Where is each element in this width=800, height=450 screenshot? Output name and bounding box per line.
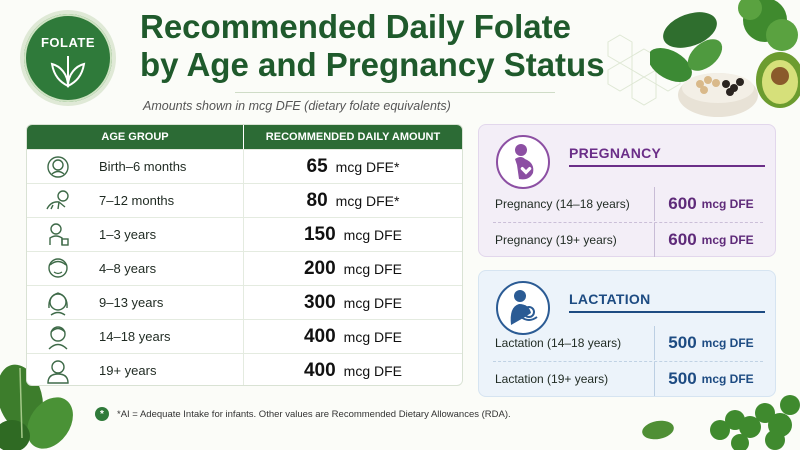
- pregnancy-row: Pregnancy (19+ years) 600 mcg DFE: [489, 223, 767, 257]
- age-label: 19+ years: [99, 363, 157, 378]
- table-row: Birth–6 months 65 mcg DFE*: [27, 149, 462, 183]
- row-divider: [493, 361, 763, 362]
- adult-icon: [35, 358, 81, 384]
- amount-unit: mcg DFE*: [335, 158, 400, 175]
- lactation-row-label: Lactation (14–18 years): [495, 336, 622, 350]
- age-label: Birth–6 months: [99, 159, 187, 174]
- badge-ring: [24, 14, 112, 102]
- amount-unit: mcg DFE*: [335, 192, 400, 209]
- pregnancy-row-label: Pregnancy (19+ years): [495, 233, 617, 247]
- amount-value: 300: [303, 291, 336, 313]
- amount-value: 65: [306, 155, 328, 177]
- child-icon: [35, 256, 81, 282]
- pregnancy-row-label: Pregnancy (14–18 years): [495, 197, 630, 211]
- preteen-icon: [35, 290, 81, 316]
- age-label: 9–13 years: [99, 295, 164, 310]
- amount-unit: mcg DFE: [343, 260, 403, 277]
- lactation-row-unit: mcg DFE: [701, 372, 754, 386]
- amount-value: 80: [306, 189, 328, 211]
- row-divider: [493, 222, 763, 223]
- table-header: AGE GROUP RECOMMENDED DAILY AMOUNT: [27, 125, 462, 149]
- teen-icon: [35, 324, 81, 350]
- pregnancy-heading-rule: [569, 165, 765, 167]
- title-line-2: by Age and Pregnancy Status: [140, 46, 605, 83]
- lactation-heading-rule: [569, 311, 765, 313]
- lactation-row-amount: 500: [668, 333, 697, 352]
- crawling-baby-icon: [35, 189, 81, 213]
- age-label: 1–3 years: [99, 227, 157, 242]
- lactation-row-unit: mcg DFE: [701, 336, 754, 350]
- pregnancy-row-unit: mcg DFE: [701, 197, 754, 211]
- table-row: 14–18 years 400 mcg DFE: [27, 319, 462, 353]
- pregnancy-row: Pregnancy (14–18 years) 600 mcg DFE: [489, 187, 767, 221]
- lactation-card: LACTATION Lactation (14–18 years) 500 mc…: [478, 270, 776, 397]
- amount-value: 400: [303, 325, 336, 347]
- spinach-leaves-decoration: [0, 364, 73, 450]
- asterisk-icon: *: [95, 407, 109, 421]
- breastfeeding-mother-icon: [496, 281, 550, 335]
- table-row: 7–12 months 80 mcg DFE*: [27, 183, 462, 217]
- amount-unit: mcg DFE: [343, 294, 403, 311]
- table-row: 19+ years 400 mcg DFE: [27, 353, 462, 385]
- pregnant-woman-icon: [496, 135, 550, 189]
- subtitle-divider: [235, 92, 555, 93]
- pregnancy-row-unit: mcg DFE: [701, 233, 754, 247]
- pregnancy-row-amount: 600: [668, 194, 697, 213]
- lactation-row-amount: 500: [668, 369, 697, 388]
- age-label: 14–18 years: [99, 329, 171, 344]
- pregnancy-heading: PREGNANCY: [569, 145, 662, 161]
- lactation-row: Lactation (19+ years) 500 mcg DFE: [489, 362, 767, 396]
- page-title: Recommended Daily Folate by Age and Preg…: [140, 8, 610, 84]
- table-row: 1–3 years 150 mcg DFE: [27, 217, 462, 251]
- subtitle: Amounts shown in mcg DFE (dietary folate…: [143, 99, 451, 113]
- age-label: 4–8 years: [99, 261, 157, 276]
- header-age-group: AGE GROUP: [27, 125, 244, 149]
- age-group-table: AGE GROUP RECOMMENDED DAILY AMOUNT Birth…: [26, 124, 463, 386]
- herb-leaves-decoration: [642, 395, 800, 450]
- footnote: * *AI = Adequate Intake for infants. Oth…: [95, 407, 511, 421]
- lactation-row-label: Lactation (19+ years): [495, 372, 609, 386]
- amount-value: 150: [303, 223, 336, 245]
- title-line-1: Recommended Daily Folate: [140, 8, 571, 45]
- amount-value: 200: [303, 257, 336, 279]
- leafy-greens-and-beans-illustration: [650, 0, 800, 117]
- table-row: 9–13 years 300 mcg DFE: [27, 285, 462, 319]
- header-recommended-amount: RECOMMENDED DAILY AMOUNT: [265, 131, 441, 143]
- amount-value: 400: [303, 359, 336, 381]
- amount-unit: mcg DFE: [343, 328, 403, 345]
- footnote-text: *AI = Adequate Intake for infants. Other…: [117, 408, 511, 420]
- amount-unit: mcg DFE: [343, 362, 403, 379]
- pregnancy-row-amount: 600: [668, 230, 697, 249]
- infant-icon: [35, 154, 81, 180]
- lactation-row: Lactation (14–18 years) 500 mcg DFE: [489, 326, 767, 360]
- age-label: 7–12 months: [99, 193, 175, 208]
- table-row: 4–8 years 200 mcg DFE: [27, 251, 462, 285]
- pregnancy-card: PREGNANCY Pregnancy (14–18 years) 600 mc…: [478, 124, 776, 257]
- amount-unit: mcg DFE: [343, 226, 403, 243]
- toddler-icon: [35, 222, 81, 248]
- lactation-heading: LACTATION: [569, 291, 651, 307]
